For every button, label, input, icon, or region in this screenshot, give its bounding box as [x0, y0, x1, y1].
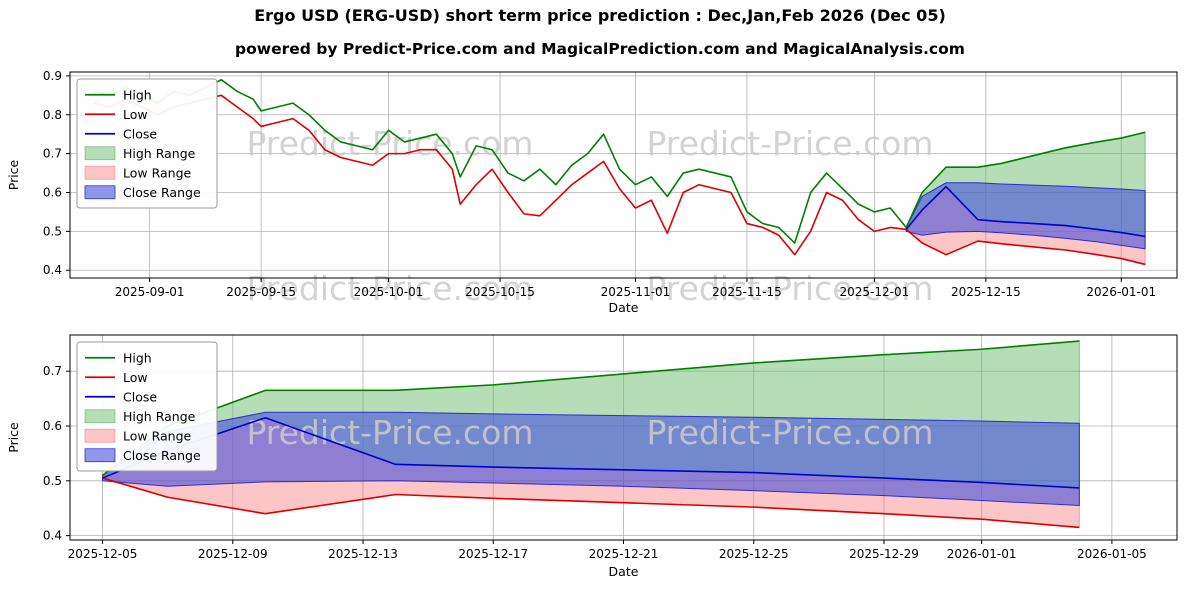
low-line [93, 94, 1146, 266]
y-tick-label: 0.5 [43, 474, 62, 488]
legend-label: High Range [123, 146, 196, 161]
watermark-text: Predict-Price.com [246, 124, 533, 163]
watermark-text: Predict-Price.com [646, 413, 933, 452]
x-tick-label: 2025-12-05 [68, 547, 138, 561]
legend-label: Low [123, 107, 148, 122]
x-tick-label: 2025-10-15 [465, 285, 535, 299]
y-axis-label: Price [6, 422, 21, 453]
x-axis-label: Date [609, 300, 639, 315]
x-tick-label: 2025-10-01 [354, 285, 424, 299]
legend-label: Low Range [123, 165, 192, 180]
price-history-prediction-chart: Predict-Price.com Predict-Price.com Predic… [6, 69, 1178, 315]
x-tick-label: 2025-09-15 [226, 285, 296, 299]
x-tick-label: 2025-12-01 [839, 285, 909, 299]
x-tick-label: 2026-01-01 [947, 547, 1017, 561]
y-tick-label: 0.8 [43, 108, 62, 122]
legend-patch-swatch [84, 185, 116, 200]
legend-label: Low [123, 370, 148, 385]
close-range-band [102, 411, 1080, 506]
x-tick-label: 2025-12-25 [719, 547, 789, 561]
page-title: Ergo USD (ERG-USD) short term price pred… [254, 6, 946, 25]
high-line [93, 78, 1146, 244]
y-axis-label: Price [6, 159, 21, 190]
legend-label: Close Range [123, 185, 201, 200]
y-tick-label: 0.6 [43, 419, 62, 433]
legend-box [76, 341, 218, 472]
legend-patch-swatch [84, 165, 116, 180]
x-tick-label: 2026-01-01 [1086, 285, 1156, 299]
prediction-zoom-chart: Predict-Price.com Predict-Price.com 2025-1… [6, 334, 1178, 579]
close-line [905, 185, 1146, 238]
legend-label: High [123, 87, 152, 102]
legend-patch-swatch [84, 448, 116, 463]
y-tick-label: 0.6 [43, 185, 62, 199]
watermark-text: Predict-Price.com [246, 269, 533, 308]
x-tick-label: 2025-12-09 [198, 547, 268, 561]
watermark-text: Predict-Price.com [646, 124, 933, 163]
y-tick-label: 0.7 [43, 364, 62, 378]
plot-frame [69, 71, 1178, 279]
x-tick-label: 2025-12-29 [849, 547, 919, 561]
y-tick-label: 0.5 [43, 224, 62, 238]
page-subtitle: powered by Predict-Price.com and Magical… [235, 40, 965, 58]
legend-label: Close [123, 389, 157, 404]
legend-label: Low Range [123, 428, 192, 443]
legend-label: High Range [123, 409, 196, 424]
legend-patch-swatch [84, 428, 116, 443]
x-tick-label: 2025-11-01 [601, 285, 671, 299]
watermark-text: Predict-Price.com [646, 269, 933, 308]
x-axis-label: Date [609, 564, 639, 579]
x-tick-label: 2025-12-15 [951, 285, 1021, 299]
x-tick-label: 2026-01-05 [1077, 547, 1147, 561]
y-tick-label: 0.4 [43, 263, 62, 277]
y-tick-label: 0.7 [43, 147, 62, 161]
watermark-text: Predict-Price.com [246, 413, 533, 452]
close-range-band [905, 182, 1146, 250]
low-line [102, 477, 1080, 529]
legend-box [76, 78, 218, 209]
x-tick-label: 2025-12-21 [589, 547, 659, 561]
y-tick-label: 0.9 [43, 69, 62, 83]
x-tick-label: 2025-09-01 [115, 285, 185, 299]
x-tick-label: 2025-11-15 [712, 285, 782, 299]
y-tick-label: 0.4 [43, 529, 62, 543]
legend-label: Close [123, 126, 157, 141]
legend-patch-swatch [84, 409, 116, 424]
legend-label: Close Range [123, 448, 201, 463]
legend-patch-swatch [84, 146, 116, 161]
legend-label: High [123, 350, 152, 365]
x-tick-label: 2025-12-17 [458, 547, 528, 561]
x-tick-label: 2025-12-13 [328, 547, 398, 561]
